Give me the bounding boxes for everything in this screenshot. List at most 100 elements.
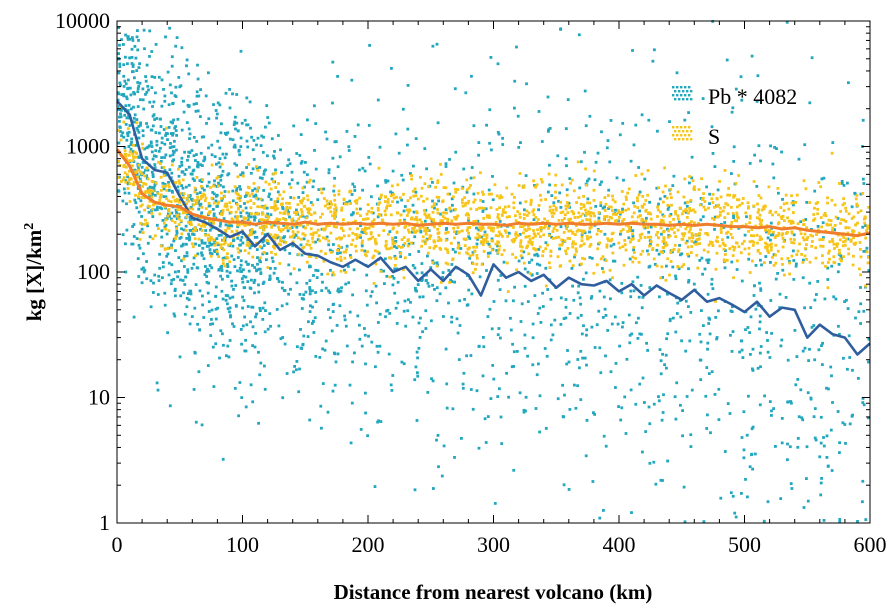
s-point <box>724 202 728 205</box>
s-point <box>284 226 287 230</box>
pb-point <box>663 363 666 367</box>
pb-point <box>214 295 218 298</box>
s-point <box>500 213 504 217</box>
s-point <box>428 246 432 249</box>
pb-point <box>758 403 762 407</box>
pb-point <box>389 383 393 387</box>
pb-point <box>729 333 732 337</box>
pb-point <box>218 224 222 228</box>
pb-point <box>237 414 240 418</box>
s-point <box>738 203 742 207</box>
s-point <box>127 153 131 157</box>
s-point <box>161 185 165 189</box>
pb-point <box>132 223 136 226</box>
s-point <box>810 244 814 248</box>
pb-point <box>247 262 250 266</box>
pb-point <box>531 322 535 326</box>
s-point <box>211 219 215 223</box>
s-point <box>819 244 823 248</box>
pb-point <box>760 263 763 267</box>
s-point <box>464 237 467 241</box>
s-point <box>634 174 638 177</box>
s-point <box>467 199 471 203</box>
s-point <box>744 223 748 226</box>
pb-point <box>279 337 283 340</box>
pb-point <box>285 372 289 375</box>
pb-point <box>253 187 257 191</box>
pb-point <box>816 280 820 283</box>
pb-point <box>564 316 568 320</box>
pb-point <box>350 78 354 82</box>
pb-point <box>731 330 735 333</box>
s-point <box>145 221 149 225</box>
pb-point <box>413 266 417 270</box>
s-point <box>565 227 568 231</box>
pb-point <box>210 308 214 312</box>
pb-point <box>838 451 841 454</box>
pb-point <box>223 190 227 193</box>
pb-point <box>134 201 138 205</box>
s-point <box>255 189 259 193</box>
pb-point <box>572 298 576 302</box>
s-point <box>752 241 756 244</box>
pb-point <box>188 289 192 293</box>
s-point <box>264 180 268 184</box>
s-point <box>445 211 448 215</box>
pb-point <box>671 265 675 269</box>
s-point <box>223 195 226 198</box>
s-point <box>561 210 565 214</box>
s-point <box>168 212 172 216</box>
s-point <box>695 234 698 237</box>
pb-point <box>310 322 314 325</box>
pb-point <box>629 295 633 299</box>
pb-point <box>679 315 683 319</box>
pb-point <box>220 122 223 126</box>
pb-point <box>661 276 664 279</box>
s-point <box>423 182 427 186</box>
s-point <box>467 186 471 190</box>
s-point <box>601 255 605 259</box>
pb-point <box>578 366 581 370</box>
s-point <box>790 201 794 205</box>
pb-point <box>754 264 758 267</box>
pb-point <box>228 271 232 275</box>
pb-point <box>133 198 137 202</box>
pb-point <box>826 465 830 468</box>
pb-point <box>732 160 736 163</box>
s-point <box>552 227 556 230</box>
pb-point <box>657 202 660 206</box>
s-point <box>668 234 672 238</box>
s-point <box>256 169 260 172</box>
s-point <box>424 239 428 242</box>
s-point <box>473 249 476 253</box>
pb-point <box>431 199 434 203</box>
s-point <box>737 198 741 202</box>
pb-point <box>361 166 365 170</box>
pb-point <box>232 239 235 243</box>
pb-point <box>224 298 228 302</box>
s-point <box>356 235 359 239</box>
pb-point <box>813 358 817 362</box>
s-point <box>256 212 259 215</box>
pb-point <box>245 139 249 143</box>
s-point <box>569 229 573 233</box>
s-point <box>333 193 336 197</box>
pb-point <box>469 176 473 180</box>
pb-point <box>202 316 206 319</box>
s-point <box>719 228 723 231</box>
pb-point <box>409 172 412 175</box>
s-point <box>371 235 375 239</box>
s-point <box>439 163 442 166</box>
s-point <box>857 231 861 235</box>
s-point <box>636 196 639 200</box>
s-point <box>140 196 144 199</box>
s-point <box>534 234 537 238</box>
s-point <box>639 236 643 240</box>
legend-swatch-dot <box>690 98 693 101</box>
pb-point <box>690 388 694 392</box>
s-point <box>475 256 479 260</box>
pb-point <box>850 205 854 209</box>
s-point <box>209 235 213 239</box>
pb-point <box>336 252 339 255</box>
s-point <box>477 236 481 239</box>
